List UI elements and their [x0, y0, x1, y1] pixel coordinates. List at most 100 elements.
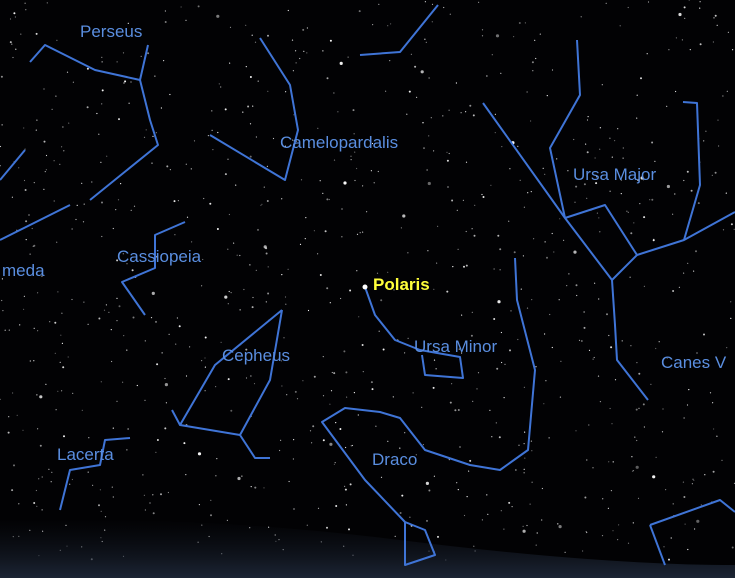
star	[142, 474, 143, 475]
star	[630, 345, 631, 346]
star	[628, 7, 629, 8]
star	[559, 525, 562, 528]
star	[428, 490, 430, 492]
star	[385, 91, 386, 92]
star	[68, 356, 69, 357]
star	[343, 350, 345, 352]
star	[123, 52, 124, 53]
star	[617, 128, 618, 129]
star	[487, 514, 488, 515]
star	[598, 376, 599, 377]
star	[421, 407, 422, 408]
star	[650, 384, 651, 385]
star	[164, 427, 166, 429]
star	[162, 352, 163, 353]
constellation-label: Perseus	[80, 22, 142, 41]
star	[731, 223, 733, 225]
star	[501, 510, 502, 511]
star	[643, 403, 645, 405]
star	[628, 212, 629, 213]
star	[451, 200, 453, 202]
star	[535, 366, 536, 367]
star	[634, 437, 635, 438]
star	[23, 309, 24, 310]
star	[726, 347, 727, 348]
star	[297, 398, 298, 399]
star	[545, 380, 546, 381]
star	[25, 189, 27, 191]
star	[606, 313, 608, 315]
star	[362, 185, 363, 186]
star	[676, 37, 677, 38]
star	[592, 467, 593, 468]
star	[413, 392, 414, 393]
star	[584, 497, 586, 499]
star	[268, 266, 269, 267]
star	[456, 482, 457, 483]
star	[264, 187, 265, 188]
star	[573, 251, 576, 254]
star	[98, 134, 99, 135]
star	[518, 445, 519, 446]
star	[682, 39, 683, 40]
star	[36, 394, 37, 395]
star	[191, 241, 192, 242]
star	[449, 110, 450, 111]
star	[589, 350, 590, 351]
star	[251, 486, 252, 487]
star	[586, 198, 587, 199]
star	[25, 9, 26, 10]
star	[422, 122, 423, 123]
star	[559, 218, 560, 219]
star	[715, 15, 717, 17]
star	[217, 228, 219, 230]
star	[37, 330, 38, 331]
star	[486, 75, 487, 76]
star	[582, 550, 583, 551]
star	[227, 159, 228, 160]
star	[598, 298, 599, 299]
star	[210, 514, 212, 516]
star	[333, 372, 335, 374]
star	[427, 250, 428, 251]
star	[2, 310, 3, 311]
star	[199, 504, 200, 505]
star	[26, 239, 27, 240]
star	[320, 180, 321, 181]
star	[46, 169, 47, 170]
star	[458, 489, 459, 490]
star	[88, 472, 89, 473]
star	[357, 234, 358, 235]
star	[15, 49, 16, 50]
star	[17, 415, 18, 416]
star	[133, 317, 135, 319]
star	[56, 242, 57, 243]
star	[54, 160, 55, 161]
star	[500, 269, 501, 270]
star	[144, 137, 145, 138]
star	[329, 199, 330, 200]
star	[335, 462, 336, 463]
star	[428, 135, 429, 136]
constellation-label: meda	[2, 261, 45, 280]
star	[229, 63, 230, 64]
star	[340, 298, 341, 299]
star	[464, 515, 465, 516]
star	[520, 180, 521, 181]
star	[542, 488, 543, 489]
star	[260, 205, 261, 206]
star	[352, 445, 353, 446]
star	[98, 318, 100, 320]
star	[43, 189, 44, 190]
star	[326, 527, 328, 529]
star	[149, 502, 150, 503]
star	[699, 8, 700, 9]
star	[60, 335, 61, 336]
star	[98, 504, 100, 506]
star	[354, 180, 355, 181]
star	[449, 153, 450, 154]
star	[111, 361, 112, 362]
star	[503, 529, 504, 530]
star	[100, 162, 101, 163]
star	[100, 489, 101, 490]
